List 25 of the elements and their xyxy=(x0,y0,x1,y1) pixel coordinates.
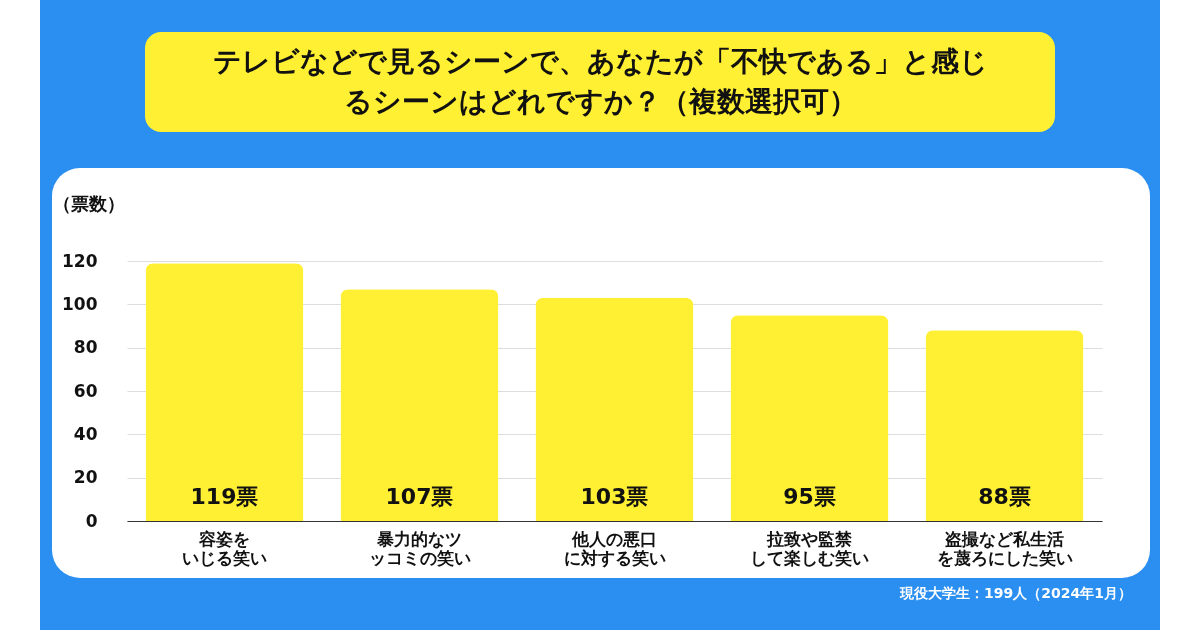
y-tick-label: 0 xyxy=(85,510,98,531)
y-tick-label: 20 xyxy=(73,467,98,488)
y-tick-label: 100 xyxy=(62,293,98,314)
y-tick-label: 60 xyxy=(73,380,98,401)
chart-title: テレビなどで見るシーンで、あなたが「不快である」と感じるシーンはどれですか？（複数選択可） xyxy=(145,32,1055,132)
y-tick-label: 40 xyxy=(73,423,98,444)
bar xyxy=(535,297,694,521)
y-axis-title: （票数） xyxy=(52,192,125,214)
data-label: 119票 xyxy=(190,484,259,509)
x-tick-label: 他人の悪口に対する笑い xyxy=(563,528,666,568)
data-label: 95票 xyxy=(783,484,836,509)
data-label: 88票 xyxy=(978,484,1031,509)
x-tick-label: 拉致や監禁して楽しむ笑い xyxy=(750,528,869,568)
text: 現役大学生：199人（2024年1月） xyxy=(900,585,1132,603)
x-tick-label: 盗撮など私生活を蔑ろにした笑い xyxy=(936,528,1073,568)
bar xyxy=(925,330,1084,521)
bar xyxy=(340,289,499,521)
data-label: 103票 xyxy=(580,484,649,509)
data-label: 107票 xyxy=(385,484,454,509)
y-tick-label: 120 xyxy=(62,250,98,271)
bar xyxy=(145,263,304,521)
x-tick-label: 容姿をいじる笑い xyxy=(182,528,267,568)
y-tick-label: 80 xyxy=(73,337,98,358)
x-tick-label: 暴力的なツッコミの笑い xyxy=(368,528,471,568)
bar xyxy=(730,315,889,521)
